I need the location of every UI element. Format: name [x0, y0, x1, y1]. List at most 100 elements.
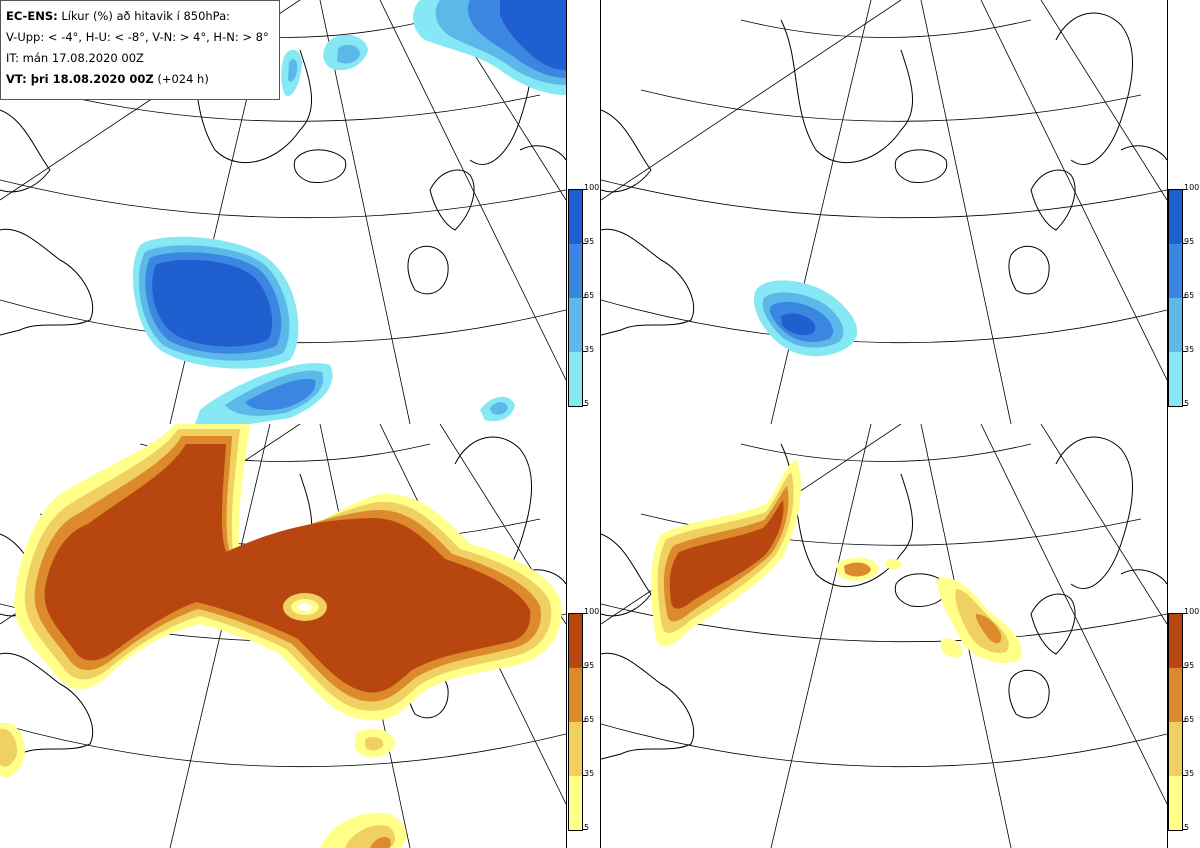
colorbar-tickmark — [583, 405, 587, 406]
colorbar-band — [569, 298, 582, 352]
colorbar-tickmark — [583, 297, 587, 298]
coastline — [1008, 245, 1050, 295]
colorbar-tick-label: 100 — [1184, 607, 1200, 616]
colorbar-tick-label: 95 — [584, 237, 595, 246]
colorbar-tickmark — [583, 775, 587, 776]
colorbar-tickmark — [583, 667, 587, 668]
colorbar-tickmark — [1183, 243, 1187, 244]
coastline — [519, 145, 566, 161]
graticule-line — [0, 723, 566, 768]
colorbar-tick-label: 5 — [584, 399, 590, 408]
colorbar-band — [569, 190, 582, 244]
probability-field — [0, 424, 562, 848]
probability-map-warm-4 — [0, 424, 566, 848]
graticule-line — [740, 19, 1032, 38]
probability-map-cold-8 — [601, 0, 1167, 424]
colorbar-tickmark — [583, 829, 587, 830]
map-panel-upper-left: EC-ENS: Líkur (%) að hitavik í 850hPa: V… — [0, 0, 567, 425]
colorbar-band — [569, 722, 582, 776]
colorbar-tick-label: 95 — [584, 661, 595, 670]
colorbar-tick-label: 5 — [1184, 399, 1190, 408]
coastlines-graticule — [601, 424, 1167, 848]
probability-field — [132, 0, 566, 424]
graticule-line — [1040, 0, 1167, 201]
colorbar-tick-label: 35 — [1184, 345, 1195, 354]
init-time-label: IT: mán 17.08.2020 00Z — [6, 51, 144, 65]
valid-time-label: VT: þri 18.08.2020 00Z — [6, 72, 154, 86]
colorbar-cold-lower-right — [568, 189, 583, 407]
colorbar-tick-label: 5 — [1184, 823, 1190, 832]
thresholds-label: V-Upp: < -4°, H-U: < -8°, V-N: > 4°, H-N… — [6, 30, 269, 44]
colorbar-band — [1169, 352, 1182, 406]
colorbar-warm-right — [1168, 613, 1183, 831]
coastline — [1120, 569, 1167, 585]
description-label: Líkur (%) að hitavik í 850hPa: — [61, 9, 231, 23]
graticule-line — [770, 0, 872, 424]
colorbar-tick-label: 100 — [584, 607, 600, 616]
coastline — [0, 109, 51, 193]
colorbar-band — [569, 352, 582, 406]
colorbar-tick-label: 95 — [1184, 237, 1195, 246]
probability-map-warm-8 — [601, 424, 1167, 848]
info-line-4: VT: þri 18.08.2020 00Z (+024 h) — [6, 69, 279, 90]
colorbar-tickmark — [583, 721, 587, 722]
graticule-line — [1040, 424, 1167, 625]
graticule-line — [169, 424, 271, 848]
colorbar-band — [569, 244, 582, 298]
graticule-line — [319, 0, 411, 424]
map-panel-lower-right — [600, 424, 1168, 848]
colorbar-warm-left — [568, 613, 583, 831]
colorbar-band — [1169, 722, 1182, 776]
colorbar-tick-label: 5 — [584, 823, 590, 832]
map-panel-lower-left — [0, 424, 567, 848]
coastline — [429, 169, 475, 231]
colorbar-tick-label: 100 — [1184, 183, 1200, 192]
colorbar-band — [1169, 190, 1182, 244]
colorbar-tickmark — [583, 613, 587, 614]
coastline — [0, 652, 94, 760]
colorbar-band — [569, 776, 582, 830]
probability-field — [651, 459, 1022, 664]
coastline — [1055, 436, 1133, 589]
colorbar-tickmark — [1183, 721, 1187, 722]
forecast-info-box: EC-ENS: Líkur (%) að hitavik í 850hPa: V… — [0, 0, 280, 100]
graticule-line — [740, 443, 1032, 462]
graticule-line — [601, 0, 902, 201]
colorbar-tickmark — [1183, 829, 1187, 830]
colorbar-band — [569, 668, 582, 722]
colorbar-band — [1169, 298, 1182, 352]
colorbar-band — [569, 614, 582, 668]
graticule-line — [601, 723, 1167, 768]
graticule-line — [0, 179, 566, 219]
colorbar-tickmark — [1183, 613, 1187, 614]
colorbar-tick-label: 100 — [584, 183, 600, 192]
colorbar-tick-label: 35 — [584, 345, 595, 354]
lead-time-label: (+024 h) — [157, 72, 209, 86]
colorbar-tickmark — [1183, 351, 1187, 352]
colorbar-cold-upper — [1168, 189, 1183, 407]
colorbar-band — [1169, 668, 1182, 722]
coastline — [894, 149, 948, 184]
coastline — [780, 19, 914, 164]
graticule-line — [980, 0, 1167, 381]
coastline — [601, 109, 652, 193]
coastline — [1008, 669, 1050, 719]
coastline — [1120, 145, 1167, 161]
colorbar-tick-label: 35 — [584, 769, 595, 778]
colorbar-tickmark — [1183, 775, 1187, 776]
colorbar-tick-label: 35 — [1184, 769, 1195, 778]
map-panel-upper-right — [600, 0, 1168, 425]
graticule-line — [980, 424, 1167, 805]
coastline — [601, 228, 695, 336]
graticule-line — [920, 0, 1012, 424]
model-label: EC-ENS: — [6, 9, 58, 23]
colorbar-band — [1169, 614, 1182, 668]
coastline — [1030, 593, 1076, 655]
colorbar-band — [1169, 776, 1182, 830]
graticule-line — [379, 0, 566, 381]
coastline — [1030, 169, 1076, 231]
colorbar-tickmark — [583, 351, 587, 352]
colorbar-tickmark — [1183, 405, 1187, 406]
coastline — [894, 573, 948, 608]
coastline — [293, 149, 347, 184]
